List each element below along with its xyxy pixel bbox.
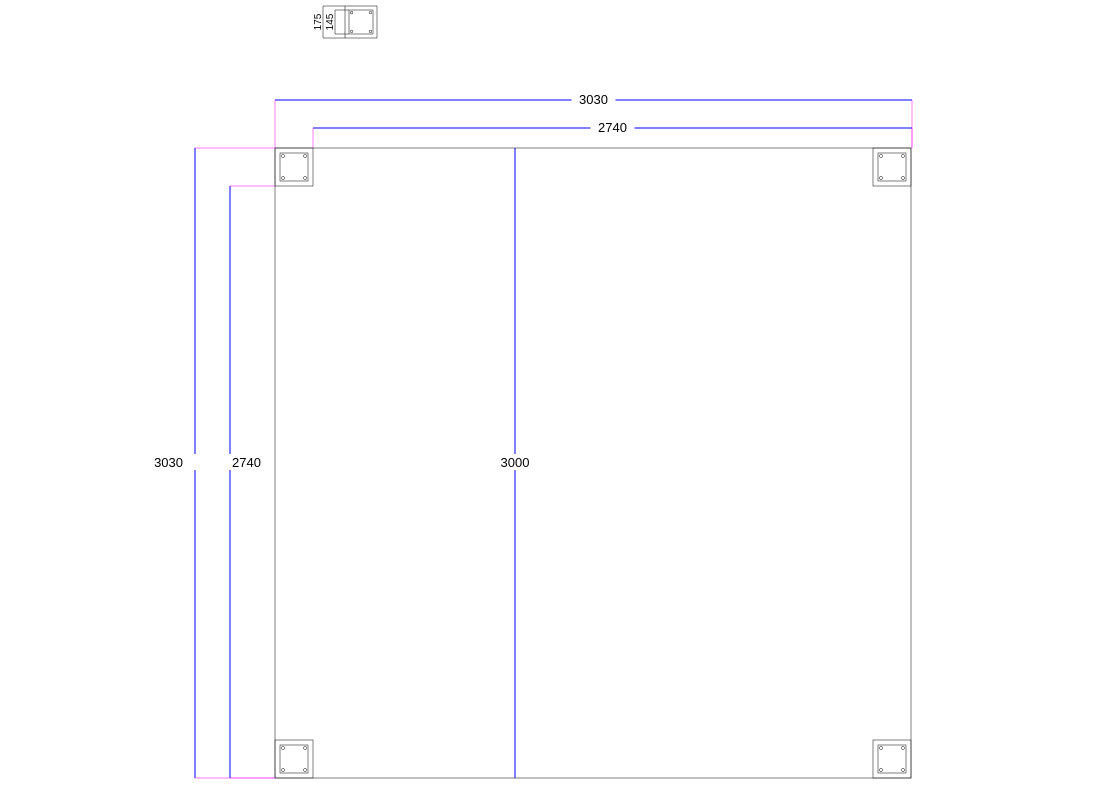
detail-baseplate	[345, 6, 377, 38]
corner-plate-bl	[275, 740, 313, 778]
plan-outline	[275, 148, 911, 778]
dim-top-2740: 2740	[598, 120, 627, 135]
dim-left-2740: 2740	[232, 455, 261, 470]
technical-drawing: 175145 3030 2740 3030 2740 3000	[0, 0, 1107, 787]
dim-detail-145: 145	[325, 13, 336, 30]
dim-detail-175: 175	[313, 13, 324, 30]
corner-plate-br	[873, 740, 911, 778]
corner-plate-tr	[873, 148, 911, 186]
corner-plate-tl	[275, 148, 313, 186]
dim-left-3030: 3030	[154, 455, 183, 470]
dim-center-3000: 3000	[501, 455, 530, 470]
dim-top-3030: 3030	[579, 92, 608, 107]
